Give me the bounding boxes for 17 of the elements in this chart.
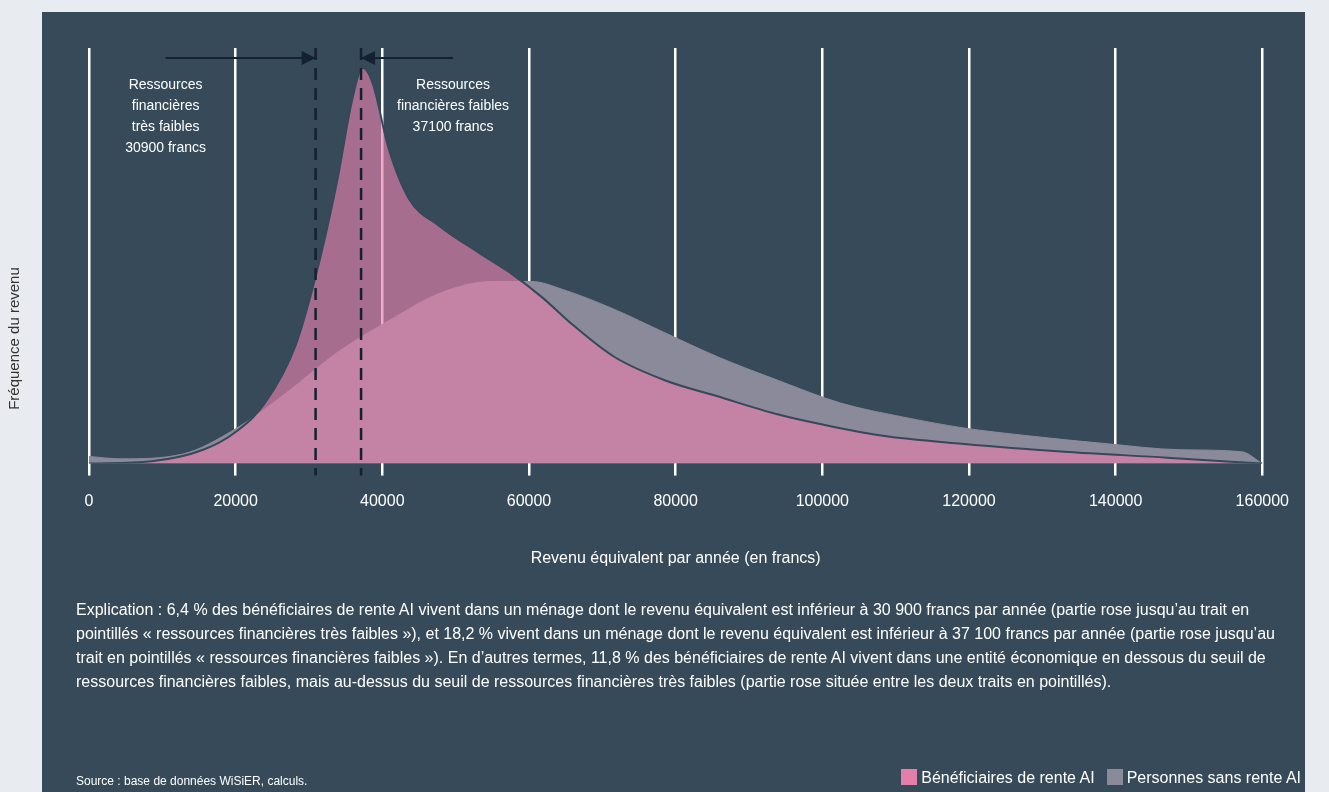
ref-line-label: Ressources financières faibles 37100 francs bbox=[397, 75, 510, 134]
x-tick-label: 40000 bbox=[360, 491, 405, 509]
text: Explication : 6,4 % des bénéficiaires de rente AI vivent dans un ménage dont le revenu équivalent est inférieur à 30 900 francs par année (partie rose jusqu’au trait en pointillés « ressources financières très faibles »), et 18,2 % vivent dans un ménage dont le revenu équivalent est inférieur à 37 100 francs par année (partie rose jusqu’au trait en pointillés « ressources financières faibles »). En d’autres termes, 11,8 % des bénéficiaires de rente AI vivent dans une entité économique en dessous du seuil de ressources financières faibles, mais au-dessus du seuil de ressources financières très faibles (partie rose située entre les deux traits en pointillés). bbox=[76, 600, 1276, 692]
x-tick-label: 60000 bbox=[506, 491, 552, 509]
legend-label: Personnes sans rente AI bbox=[1125, 769, 1301, 787]
ref-line-label: Ressources financières très faibles 30900 francs bbox=[125, 75, 207, 155]
x-tick-label: 160000 bbox=[1235, 491, 1290, 509]
source-note: Source : base de données WiSiER, calculs. bbox=[76, 774, 308, 788]
legend-label: Bénéficiaires de rente AI bbox=[920, 769, 1095, 787]
x-tick-label: 0 bbox=[84, 491, 94, 509]
x-tick-label: 100000 bbox=[795, 491, 850, 509]
x-tick-label: 80000 bbox=[653, 491, 698, 509]
x-tick-label: 120000 bbox=[942, 491, 996, 509]
x-tick-label: 20000 bbox=[213, 491, 259, 509]
x-tick-label: 140000 bbox=[1088, 491, 1143, 509]
y-axis-title: Fréquence du revenu bbox=[4, 266, 22, 412]
x-axis-title: Revenu équivalent par année (en francs) bbox=[530, 548, 821, 566]
